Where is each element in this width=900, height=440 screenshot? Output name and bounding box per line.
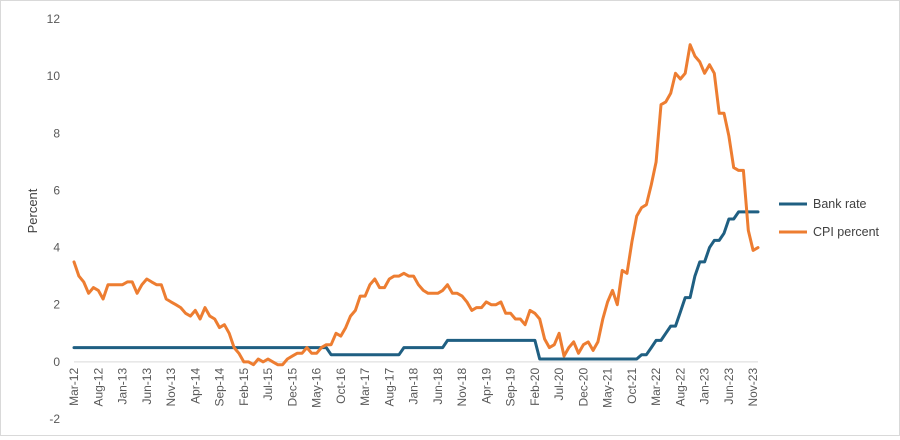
- y-tick-label: 12: [47, 12, 61, 26]
- series-line-cpi-percent: [72, 43, 760, 367]
- y-axis-title: Percent: [25, 188, 40, 233]
- x-tick-label: Nov-23: [746, 368, 760, 407]
- x-tick-label: Mar-12: [67, 368, 81, 406]
- y-tick-label: 4: [53, 241, 60, 255]
- y-tick-label: 2: [53, 298, 60, 312]
- x-tick-label: Apr-19: [479, 368, 493, 404]
- x-tick-label: Dec-15: [285, 368, 299, 407]
- x-tick-label: Sep-14: [213, 368, 227, 407]
- x-tick-label: Jan-13: [116, 368, 130, 405]
- y-tick-label: 10: [47, 69, 61, 83]
- x-tick-label: Nov-18: [455, 368, 469, 407]
- x-tick-label: Jun-13: [140, 368, 154, 405]
- x-tick-label: Feb-20: [528, 368, 542, 406]
- y-tick-label: 0: [53, 355, 60, 369]
- x-tick-label: May-16: [310, 368, 324, 408]
- legend-label: Bank rate: [813, 197, 867, 211]
- x-tick-label: May-21: [601, 368, 615, 408]
- x-tick-label: Sep-19: [504, 368, 518, 407]
- x-tick-label: Aug-22: [673, 368, 687, 407]
- x-tick-label: Feb-15: [237, 368, 251, 406]
- x-tick-label: Jan-23: [698, 368, 712, 405]
- x-tick-label: Jun-18: [431, 368, 445, 405]
- y-axis-ticks: -2 0 2 4 6 8 10 12: [47, 12, 61, 426]
- series-lines: [72, 43, 760, 367]
- x-tick-label: Mar-17: [358, 368, 372, 406]
- x-tick-label: Jul-15: [261, 368, 275, 401]
- x-tick-label: Aug-12: [91, 368, 105, 407]
- x-tick-label: Apr-14: [188, 368, 202, 404]
- x-axis-ticks: Mar-12 Aug-12 Jan-13 Jun-13 Nov-13 Apr-14 Sep-…: [67, 368, 760, 408]
- x-tick-label: Aug-17: [382, 368, 396, 407]
- x-tick-label: Dec-20: [576, 368, 590, 407]
- series-line-bank-rate: [72, 210, 760, 361]
- y-tick-label: -2: [49, 412, 60, 426]
- legend: Bank rate CPI percent: [779, 197, 880, 239]
- x-tick-label: Oct-16: [334, 368, 348, 404]
- y-tick-label: 6: [53, 183, 60, 197]
- legend-label: CPI percent: [813, 225, 880, 239]
- x-tick-label: Mar-22: [649, 368, 663, 406]
- x-tick-label: Jan-18: [407, 368, 421, 405]
- x-tick-label: Oct-21: [625, 368, 639, 404]
- y-tick-label: 8: [53, 126, 60, 140]
- x-tick-label: Jun-23: [722, 368, 736, 405]
- x-tick-label: Jul-20: [552, 368, 566, 401]
- x-tick-label: Nov-13: [164, 368, 178, 407]
